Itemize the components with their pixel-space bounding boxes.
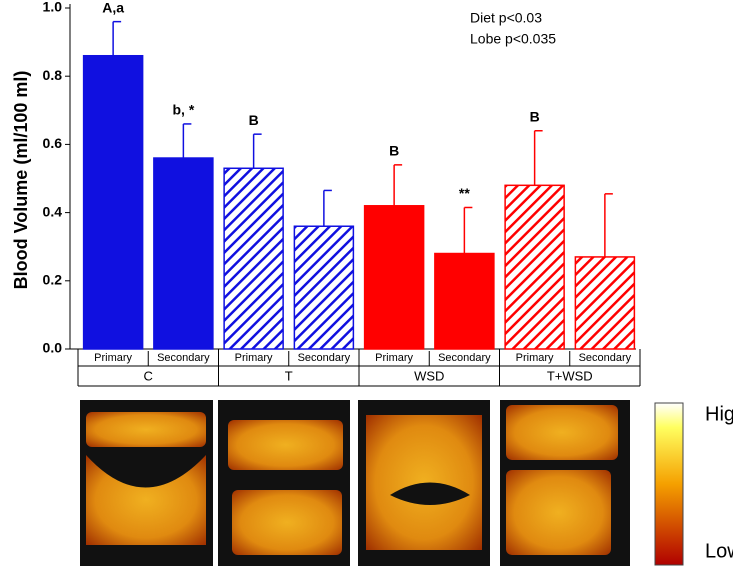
stat-note: Lobe p<0.035: [470, 31, 556, 47]
group-label: T+WSD: [547, 368, 593, 383]
tissue: [86, 412, 206, 447]
x-tick-label: Secondary: [298, 352, 351, 364]
y-tick-label: 0.2: [43, 272, 63, 288]
bar: [223, 167, 284, 350]
colorbar-high: High: [705, 403, 733, 425]
colorbar: [654, 402, 684, 566]
bar: [574, 256, 636, 350]
bar: [504, 184, 565, 350]
stat-note: Diet p<0.03: [470, 10, 542, 26]
significance-label: B: [389, 143, 399, 159]
bar: [153, 157, 214, 350]
y-tick-label: 0.6: [43, 135, 63, 151]
significance-label: **: [459, 185, 470, 201]
group-label: WSD: [414, 368, 444, 383]
y-tick-label: 0.0: [43, 340, 63, 356]
tissue: [506, 405, 618, 460]
x-tick-label: Primary: [516, 352, 554, 364]
y-axis-label: Blood Volume (ml/100 ml): [11, 71, 31, 290]
bar: [434, 252, 495, 350]
significance-label: B: [249, 112, 259, 128]
significance-label: B: [530, 108, 540, 124]
x-tick-label: Primary: [235, 352, 273, 364]
tissue-images: [80, 400, 684, 566]
tissue: [228, 420, 343, 470]
colorbar-low: Low: [705, 540, 733, 562]
x-tick-label: Secondary: [579, 352, 632, 364]
group-label: C: [144, 368, 153, 383]
x-tick-label: Primary: [94, 352, 132, 364]
bar: [363, 205, 425, 350]
y-tick-label: 0.4: [43, 203, 63, 219]
x-tick-label: Secondary: [438, 352, 491, 364]
significance-label: b, *: [172, 102, 194, 118]
tissue: [506, 470, 611, 555]
tissue: [366, 415, 482, 550]
group-label: T: [285, 368, 293, 383]
significance-label: A,a: [102, 0, 124, 15]
bar: [293, 225, 355, 350]
y-tick-label: 1.0: [43, 0, 63, 15]
x-tick-label: Primary: [375, 352, 413, 364]
tissue: [86, 455, 206, 545]
bar: [82, 54, 144, 350]
tissue: [232, 490, 342, 555]
y-tick-label: 0.8: [43, 67, 63, 83]
x-tick-label: Secondary: [157, 352, 210, 364]
